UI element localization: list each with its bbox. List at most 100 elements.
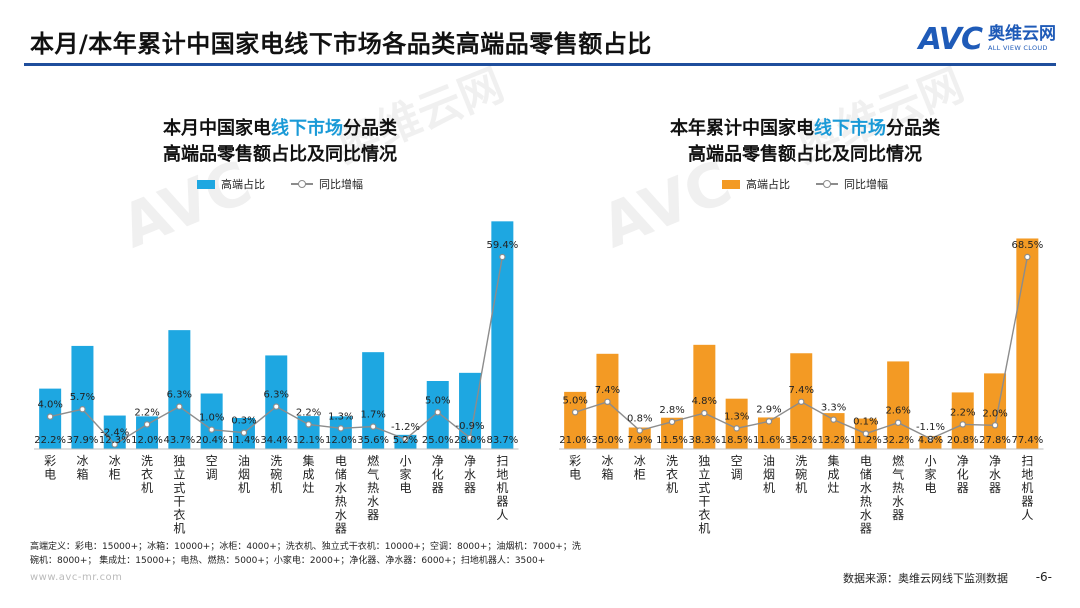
growth-point xyxy=(434,409,441,416)
growth-point xyxy=(240,429,248,436)
bar xyxy=(725,398,748,449)
bar-value-label: 11.2% xyxy=(850,435,882,446)
category-label: 集成灶 xyxy=(828,453,840,495)
growth-point xyxy=(79,406,86,413)
category-label: 彩电 xyxy=(569,454,581,482)
footnote-line: 碗机：8000+； 集成灶：15000+；电热、燃热：5000+；小家电：200… xyxy=(30,556,546,566)
footnote-line: 高端定义：彩电：15000+；冰箱：10000+；冰柜：4000+；洗衣机、独立… xyxy=(30,542,581,552)
page-number: -6- xyxy=(1035,570,1052,584)
category-label: 冰柜 xyxy=(634,454,646,482)
growth-value-label: 0.8% xyxy=(627,414,652,425)
bar xyxy=(984,373,1007,449)
category-label: 油烟机 xyxy=(238,454,250,495)
growth-value-label: 1.3% xyxy=(724,411,749,422)
bar-value-label: 35.2% xyxy=(785,435,817,446)
category-label: 电储水热水器 xyxy=(860,454,872,536)
growth-value-label: -1.2% xyxy=(391,422,420,433)
growth-point xyxy=(991,422,999,429)
category-label: 冰柜 xyxy=(109,454,121,482)
bar-value-label: 28.0% xyxy=(454,435,486,446)
bar-value-label: 20.8% xyxy=(947,435,979,446)
growth-point xyxy=(1024,253,1031,261)
growth-point xyxy=(273,403,280,410)
growth-value-label: 5.0% xyxy=(562,395,587,406)
chart-legend: 高端占比 同比增幅 xyxy=(30,176,530,192)
growth-value-label: 7.4% xyxy=(789,385,814,396)
growth-point xyxy=(701,409,708,417)
header-divider xyxy=(24,63,1056,66)
bar xyxy=(757,417,780,449)
bar xyxy=(693,344,716,449)
bar-value-label: 43.7% xyxy=(163,435,195,446)
growth-point xyxy=(571,409,579,416)
category-label: 集成灶 xyxy=(303,453,315,495)
bar-value-label: 20.4% xyxy=(196,435,228,446)
bar-value-label: 34.4% xyxy=(260,435,292,446)
growth-point xyxy=(466,434,474,442)
growth-value-label: 0.1% xyxy=(853,417,878,428)
chart-title-part2: 分品类 xyxy=(886,118,940,139)
brand-text: 奥维云网 ALL VIEW CLOUD xyxy=(988,26,1056,52)
bar-value-label: 12.0% xyxy=(131,435,163,446)
bar xyxy=(919,435,942,449)
bar-value-label: 4.8% xyxy=(918,435,943,446)
bar-value-label: 13.2% xyxy=(818,435,850,446)
bar xyxy=(136,416,159,449)
bar-value-label: 12.3% xyxy=(99,435,131,446)
legend-item-bar: 高端占比 xyxy=(722,176,790,192)
growth-point xyxy=(46,413,54,420)
category-label: 燃气热水器 xyxy=(892,453,904,522)
growth-value-label: 1.0% xyxy=(199,413,224,424)
bar xyxy=(297,416,320,449)
bar-value-label: 32.2% xyxy=(882,435,914,446)
chart-title-line2: 高端品零售额占比及同比情况 xyxy=(163,144,397,165)
bar-value-label: 11.4% xyxy=(228,435,260,446)
growth-value-label: 68.5% xyxy=(1011,240,1043,251)
growth-point xyxy=(111,441,118,448)
growth-value-label: -0.9% xyxy=(456,421,485,432)
bar xyxy=(71,345,94,449)
growth-point xyxy=(402,436,409,443)
bar-value-label: 12.1% xyxy=(293,435,325,446)
category-label: 扫地机器人 xyxy=(496,454,508,522)
category-label: 净化器 xyxy=(957,454,969,495)
chart-title-part1: 本月中国家电 xyxy=(163,118,271,139)
bar-value-label: 18.5% xyxy=(721,435,753,446)
brand-name-en: ALL VIEW CLOUD xyxy=(988,44,1048,53)
growth-point xyxy=(894,419,902,426)
growth-value-label: 7.4% xyxy=(595,385,620,396)
brand-name-cn: 奥维云网 xyxy=(988,24,1056,45)
chart-title: 本年累计中国家电线下市场分品类 高端品零售额占比及同比情况 xyxy=(555,116,1055,168)
category-label: 洗衣机 xyxy=(666,454,678,495)
bar xyxy=(628,427,651,449)
growth-value-label: 2.2% xyxy=(950,407,975,418)
growth-value-label: 2.0% xyxy=(982,408,1007,419)
chart-title-part2: 分品类 xyxy=(343,118,397,139)
growth-point xyxy=(830,416,837,423)
bar-value-label: 35.0% xyxy=(592,435,624,446)
bar-value-label: 27.8% xyxy=(979,435,1011,446)
chart-title: 本月中国家电线下市场分品类 高端品零售额占比及同比情况 xyxy=(30,116,530,168)
legend-label: 同比增幅 xyxy=(844,178,888,191)
growth-value-label: 5.7% xyxy=(70,392,95,403)
bar xyxy=(329,416,352,449)
legend-label: 同比增幅 xyxy=(319,178,363,191)
growth-value-label: -2.4% xyxy=(100,427,129,438)
brand-logo: AVC 奥维云网 ALL VIEW CLOUD xyxy=(919,22,1056,57)
legend-label: 高端占比 xyxy=(221,178,265,191)
category-label: 燃气热水器 xyxy=(367,453,379,522)
bar xyxy=(168,330,191,449)
growth-value-label: 0.3% xyxy=(231,416,256,427)
bar-value-label: 11.6% xyxy=(753,435,785,446)
growth-value-label: 3.3% xyxy=(821,403,846,414)
growth-point xyxy=(176,403,183,410)
growth-point xyxy=(927,435,934,442)
growth-point xyxy=(733,425,740,432)
category-label: 独立式干衣机 xyxy=(698,454,710,536)
category-label: 洗碗机 xyxy=(795,454,807,495)
growth-point xyxy=(604,398,611,406)
legend-swatch xyxy=(197,179,215,189)
bar xyxy=(564,391,587,449)
category-label: 扫地机器人 xyxy=(1021,454,1033,522)
growth-point xyxy=(305,421,312,428)
